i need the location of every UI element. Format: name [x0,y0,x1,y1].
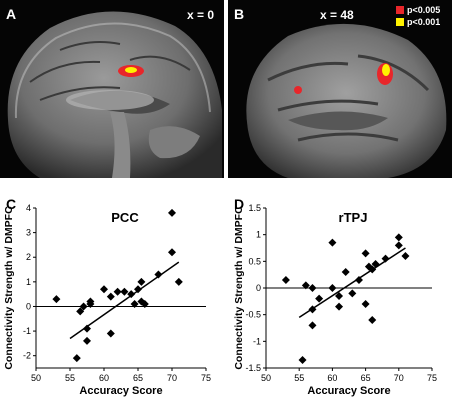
data-point [394,233,403,242]
legend-item: p<0.005 [396,4,440,16]
data-point [335,292,344,300]
scatter-chart-pcc: C PCC -2 -1 0 1 2 3 4 50 55 60 65 70 75 Accuracy Score… [0,196,226,400]
data-point [140,300,149,308]
data-point [335,302,344,311]
y-tick-label: 1 [256,230,261,240]
data-point [381,254,390,263]
y-axis-label: Connectivity Strength w/ DMPFC [3,206,15,370]
data-point [298,356,307,364]
y-tick-label: -2 [23,351,31,361]
data-point [341,268,350,276]
chart-svg-pcc: PCC -2 -1 0 1 2 3 4 50 55 60 65 70 75 Accuracy Score Co… [3,203,211,397]
data-point [83,336,91,345]
data-point [394,241,403,250]
x-tick-label: 55 [294,373,304,383]
data-point [83,324,91,333]
data-point [137,277,146,286]
y-tick-label: 1.5 [248,203,261,213]
legend-swatch-yellow [396,18,404,26]
y-tick-label: 0.5 [248,256,261,266]
data-point [120,287,129,296]
data-point [72,354,81,363]
legend-label: p<0.001 [407,17,441,27]
data-point [348,289,357,298]
data-point [130,300,139,308]
x-tick-label: 65 [361,373,371,383]
slice-label-b: x = 48 [320,8,354,22]
y-tick-label: -0.5 [245,310,261,320]
data-point [281,276,290,284]
data-point [86,297,95,306]
panel-letter-a: A [6,6,17,22]
y-tick-label: 0 [26,301,31,311]
legend-item: p<0.001 [396,16,440,28]
y-tick-label: 4 [26,203,31,213]
x-tick-label: 70 [394,373,404,383]
data-point [368,316,377,324]
y-tick-label: 3 [26,228,31,238]
data-point [174,277,183,286]
panel-letter-c: C [6,196,17,212]
data-point [361,300,370,308]
y-tick-label: 0 [256,283,261,293]
x-tick-label: 75 [427,373,437,383]
panel-letter-b: B [234,6,245,22]
x-axis-label: Accuracy Score [307,385,390,397]
data-point [168,208,176,217]
chart-svg-rtpj: rTPJ -1.5 -1 -0.5 0 0.5 1 1.5 50 55 60 65 70 75 Accura… [233,203,437,397]
data-point [401,252,410,260]
y-tick-label: 1 [26,277,31,287]
regression-line [69,261,180,340]
data-point [308,284,317,292]
chart-title: rTPJ [339,210,368,225]
x-tick-label: 60 [99,373,109,383]
y-tick-label: -1.5 [245,363,261,373]
x-tick-label: 50 [31,373,41,383]
data-point [100,285,108,294]
data-point [52,295,61,304]
data-point [154,270,163,279]
x-tick-label: 65 [133,373,143,383]
data-point [361,249,370,258]
data-point [354,276,363,284]
regression-line [298,247,406,318]
legend-swatch-red [396,6,404,14]
y-tick-label: -1 [253,336,261,346]
legend-label: p<0.005 [407,5,441,15]
brain-image-b: B x = 48 p<0.005 p<0.001 [228,0,452,178]
x-axis-label: Accuracy Score [79,385,162,397]
x-tick-label: 70 [167,373,177,383]
data-point [328,238,337,247]
data-point [113,287,122,296]
panel-letter-d: D [234,196,245,212]
brain-image-a: A x = 0 [0,0,224,178]
data-point [106,329,115,338]
data-point [79,302,88,311]
data-point [328,284,337,292]
x-tick-label: 55 [65,373,75,383]
x-tick-label: 75 [201,373,211,383]
data-point [315,294,324,303]
data-point [168,248,176,257]
significance-legend: p<0.005 p<0.001 [396,4,440,28]
y-tick-label: -1 [23,326,31,336]
scatter-chart-rtpj: D rTPJ -1.5 -1 -0.5 0 0.5 1 1.5 50 55 60 65 70 75 Accu… [228,196,452,400]
y-axis-label: Connectivity Strength w/ DMPFC [233,206,245,370]
x-tick-label: 60 [327,373,337,383]
chart-title: PCC [111,210,139,225]
data-point [76,307,85,316]
data-point [301,281,310,290]
data-point [134,285,142,294]
x-tick-label: 50 [261,373,271,383]
data-point [308,321,317,330]
slice-label-a: x = 0 [186,8,214,22]
data-point [106,292,115,301]
y-tick-label: 2 [26,252,31,262]
